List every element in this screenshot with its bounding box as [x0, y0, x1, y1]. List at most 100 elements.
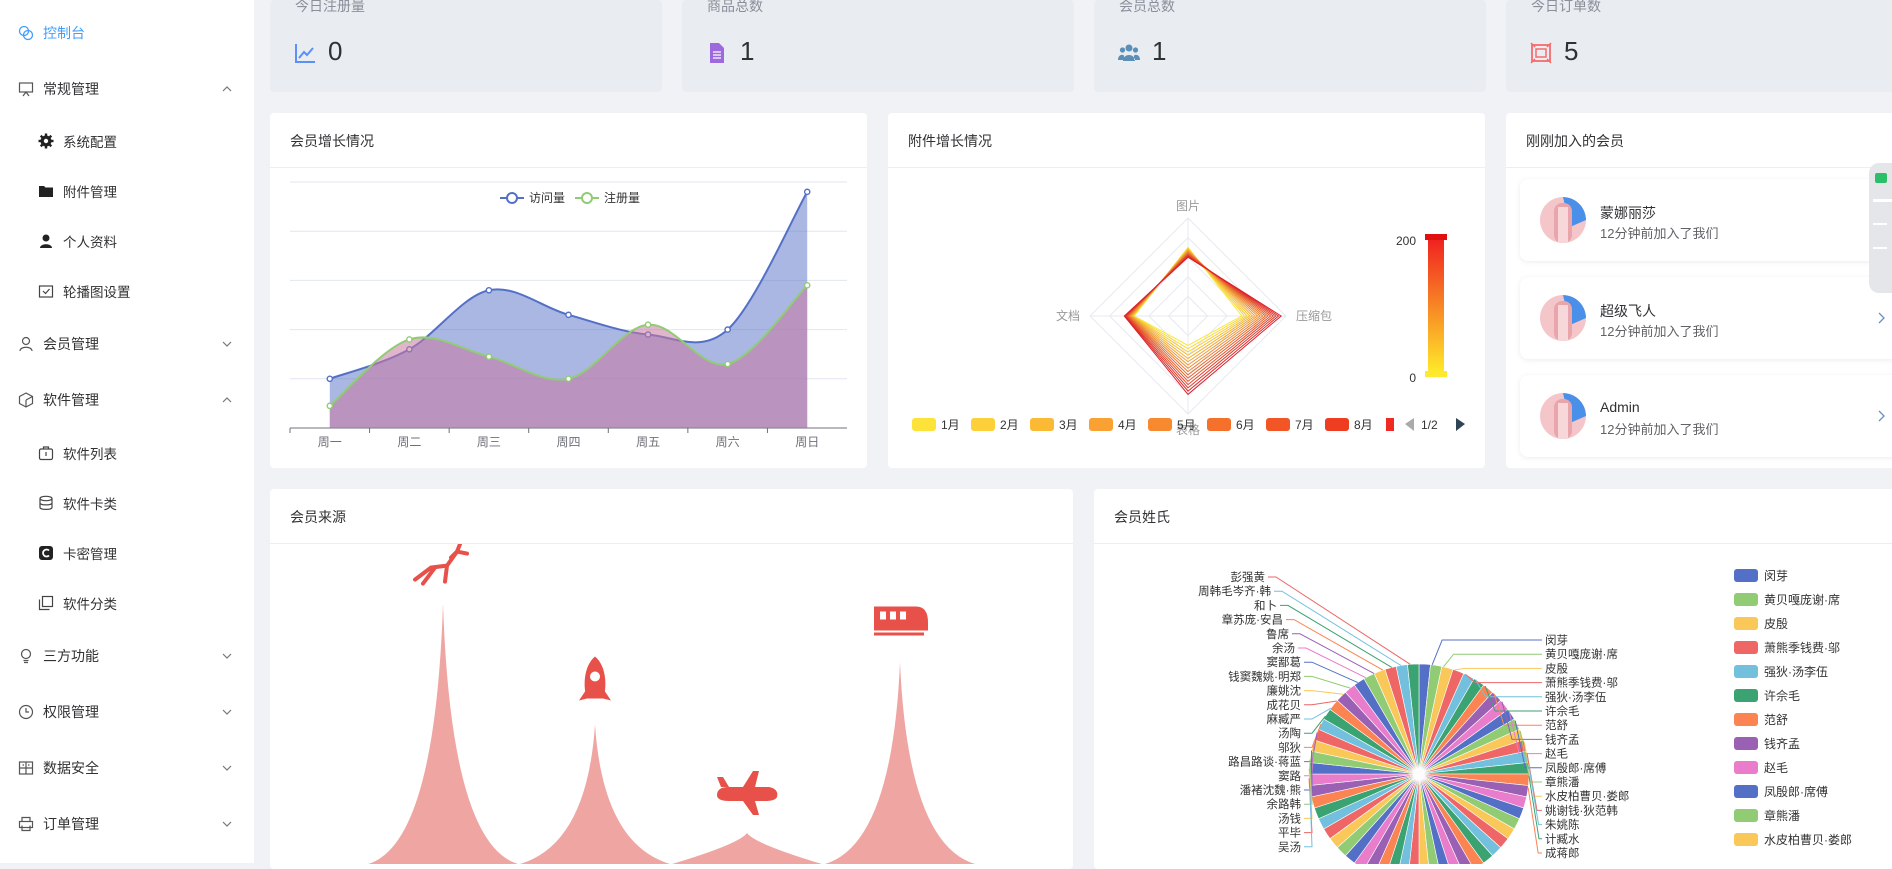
- sidebar-item-label: 软件卡类: [63, 497, 117, 512]
- member-item[interactable]: 蒙娜丽莎 12分钟前加入了我们: [1520, 179, 1892, 261]
- chevron-down-icon: [222, 709, 232, 715]
- sidebar-item-card-keys[interactable]: 卡密管理: [0, 533, 254, 573]
- sidebar-item-label: 会员管理: [43, 336, 99, 352]
- visual-map-handle: [1425, 371, 1447, 377]
- pie-label: 计臧水: [1545, 832, 1580, 846]
- stat-value: 5: [1564, 36, 1579, 66]
- pie-label: 平毕: [1278, 827, 1301, 840]
- rocket-icon: [579, 656, 611, 701]
- data-point: [565, 375, 572, 383]
- data-point: [803, 188, 811, 196]
- chevron-down-icon: [222, 341, 232, 347]
- legend-swatch: [1734, 617, 1758, 630]
- legend-swatch: [1207, 418, 1231, 431]
- source-bar: [368, 603, 518, 864]
- dashboard-icon: [18, 25, 34, 41]
- data-point: [644, 321, 652, 328]
- legend-swatch: [971, 418, 995, 431]
- legend-label: 钱齐孟: [1764, 736, 1800, 751]
- legend-label: 凤殷郎·席傅: [1764, 784, 1828, 799]
- pie-label-line: [1280, 604, 1393, 668]
- sidebar-item-attachments[interactable]: 附件管理: [0, 171, 254, 211]
- order-icon: [1530, 42, 1552, 64]
- avatar: [1540, 197, 1586, 243]
- pie-label-line: [1304, 715, 1326, 734]
- legend-swatch: [1030, 418, 1054, 431]
- pie-label-line: [1493, 693, 1542, 726]
- sidebar-item-profile[interactable]: 个人资料: [0, 221, 254, 261]
- attachment-growth-card: 附件增长情况 图片 压缩包 表格 文档 200 0 1月 2月 3月 4月 5月 6月 7月 8月 1/2: [888, 113, 1485, 468]
- copy-icon: [38, 595, 54, 611]
- member-surname-card: 会员姓氏 闵芽 黄贝嘎庞谢·席 皮殷 萧熊季钱费·邬 强狄·汤李伍 许佘毛 范舒 钱齐孟 赵毛凤…: [1094, 489, 1892, 869]
- pie-label-line: [1484, 685, 1542, 712]
- sidebar-item-system-config[interactable]: 系统配置: [0, 121, 254, 161]
- sidebar-item-permissions[interactable]: 权限管理: [0, 692, 254, 732]
- user-outline-icon: [19, 336, 33, 352]
- data-point: [326, 375, 334, 383]
- pie-label: 范舒: [1545, 718, 1568, 732]
- sidebar-item-general[interactable]: 常规管理: [0, 69, 254, 109]
- sidebar-item-software[interactable]: 软件管理: [0, 380, 254, 420]
- member-source-card: 会员来源: [270, 489, 1073, 869]
- legend-label: 范舒: [1764, 713, 1788, 727]
- sidebar-item-members[interactable]: 会员管理: [0, 324, 254, 364]
- legend-label: 皮殷: [1764, 617, 1788, 631]
- stat-value: 1: [740, 36, 755, 66]
- legend-label: 章熊潘: [1764, 808, 1800, 823]
- data-point: [565, 311, 572, 319]
- floating-widget[interactable]: [1869, 163, 1892, 293]
- data-point: [485, 286, 493, 294]
- sidebar-item-software-cards[interactable]: 软件卡类: [0, 483, 254, 523]
- sidebar-item-third-party[interactable]: 三方功能: [0, 636, 254, 676]
- pie-label: 潘褚沈魏·熊: [1240, 783, 1301, 797]
- sidebar: 控制台 常规管理 系统配置 附件管理 个人资料 轮播图设置 会员管理 软件管理 …: [0, 0, 254, 863]
- sidebar-item-label: 系统配置: [63, 135, 117, 150]
- pie-label-line: [1286, 619, 1384, 671]
- sidebar-item-label: 卡密管理: [63, 547, 117, 562]
- pie-slice: [1418, 773, 1472, 864]
- sidebar-item-label: 软件管理: [43, 392, 99, 408]
- member-item[interactable]: 超级飞人 12分钟前加入了我们: [1520, 277, 1892, 359]
- pie-label-line: [1501, 701, 1542, 740]
- stat-card-today-orders: 今日订单数 5: [1506, 0, 1892, 92]
- sidebar-item-dashboard[interactable]: 控制台: [0, 13, 254, 53]
- pie-label: 钱齐孟: [1545, 732, 1580, 746]
- chevron-up-icon: [222, 397, 232, 403]
- plane-icon: [717, 771, 778, 815]
- chevron-up-icon: [222, 86, 232, 92]
- pie-label: 和卜: [1254, 599, 1277, 612]
- sidebar-item-software-list[interactable]: 软件列表: [0, 433, 254, 473]
- legend-page-indicator: 1/2: [1421, 418, 1438, 432]
- member-surname-chart: 闵芽黄贝嘎庞谢·席皮殷萧熊季钱费·邬强狄·汤李伍许佘毛范舒钱齐孟赵毛凤殷郎·席傅…: [1198, 568, 1852, 864]
- sidebar-item-data-security[interactable]: 数据安全: [0, 748, 254, 788]
- grid-icon: [18, 761, 34, 775]
- pie-label-line: [1304, 787, 1313, 848]
- card-title: 附件增长情况: [908, 133, 992, 149]
- x-tick-label: 周三: [477, 435, 501, 449]
- stat-caption: 今日订单数: [1531, 0, 1601, 14]
- pie-label: 章熊潘: [1545, 775, 1580, 789]
- pie-label-line: [1528, 776, 1542, 840]
- sidebar-item-software-category[interactable]: 软件分类: [0, 583, 254, 623]
- legend-label: 注册量: [604, 190, 640, 205]
- x-tick-label: 周四: [556, 435, 580, 449]
- radar-series-shape: [1123, 256, 1282, 396]
- source-bar: [672, 833, 822, 864]
- legend-label: 赵毛: [1764, 761, 1788, 775]
- sidebar-item-orders[interactable]: 订单管理: [0, 804, 254, 844]
- chevron-down-icon: [222, 653, 232, 659]
- pie-label: 黄贝嘎庞谢·席: [1545, 647, 1618, 661]
- pie-label: 窦路: [1278, 769, 1301, 783]
- pie-label: 强狄·汤李伍: [1545, 690, 1607, 704]
- member-item[interactable]: Admin 12分钟前加入了我们: [1520, 375, 1892, 457]
- pie-label-line: [1527, 787, 1542, 854]
- sidebar-item-carousel[interactable]: 轮播图设置: [0, 271, 254, 311]
- legend-label: 许佘毛: [1764, 688, 1800, 703]
- users-icon: [1118, 44, 1140, 61]
- legend-label: 水皮柏曹贝·娄郎: [1764, 832, 1852, 847]
- legend-label: 3月: [1059, 418, 1078, 432]
- sidebar-item-label: 控制台: [43, 25, 85, 41]
- card-title: 会员增长情况: [290, 133, 374, 149]
- pie-slice: [1418, 773, 1429, 864]
